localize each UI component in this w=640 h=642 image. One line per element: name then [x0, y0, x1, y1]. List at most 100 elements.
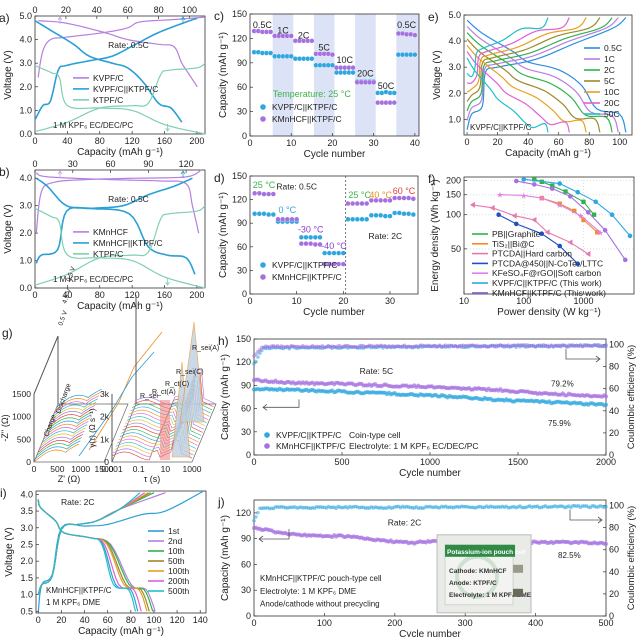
data-point [252, 191, 257, 196]
y-axis-label: γ(τ) (Ω s⁻¹) [88, 408, 97, 447]
x-tick-label: 0 [247, 296, 252, 306]
data-point [581, 200, 585, 204]
data-point: ★ [597, 228, 604, 237]
charge-curve [467, 18, 586, 93]
data-point [266, 192, 271, 197]
y-axis-label: Voltage (V) [3, 204, 14, 253]
legend-label: PB||Graphite [492, 229, 541, 239]
y-tick-label: 60 [241, 404, 251, 414]
panel-label: g) [2, 326, 13, 340]
data-point [341, 262, 346, 267]
cell-annotation: KVPF/C||KTPF/C [470, 123, 532, 132]
top-x-tick-label: 40 [92, 5, 102, 15]
data-point: ★ [556, 201, 563, 210]
y-axis-label: -Z'' (Ω) [0, 414, 10, 441]
temperature-label: -40 °C [321, 241, 347, 251]
ce-point [604, 505, 608, 509]
legend-marker [264, 432, 270, 438]
legend-label: 2nd [168, 536, 182, 546]
y-tick-label: 90 [237, 218, 247, 228]
data-point [402, 196, 407, 201]
x-tick-label: 160 [157, 136, 172, 146]
legend-label: KVPF/C||KTPF/C [93, 84, 158, 94]
y-tick-label: 1.0 [20, 590, 33, 600]
x-tick-label: 0 [32, 464, 37, 474]
legend-label: 50th [168, 556, 185, 566]
data-point [514, 222, 519, 227]
x-tick-label: 10 [161, 464, 171, 474]
legend-label: 1st [168, 526, 180, 536]
data-point: ★ [577, 212, 584, 221]
panel-label: c) [214, 9, 224, 23]
tab-terminal [513, 589, 523, 597]
x-tick-label: 100 [612, 137, 627, 147]
data-point: ★ [538, 194, 545, 203]
top-x-tick-label: 30 [68, 159, 78, 169]
y-tick-label: 50 [451, 244, 461, 254]
top-x-tick-label: 0 [32, 159, 37, 169]
top-x-tick-label: 60 [123, 5, 133, 15]
y-axis-label: Capacity (mAh g⁻¹) [218, 192, 229, 278]
data-point [550, 186, 555, 191]
x-tick-label: 100 [317, 618, 332, 628]
data-point [330, 52, 335, 57]
rate-annotation: Rate: 2C [61, 497, 95, 507]
data-point [257, 191, 262, 196]
y-tick-label: 0 [104, 457, 109, 467]
top-x-tick-label: 100 [182, 5, 197, 15]
data-point [313, 242, 318, 247]
rate-label: 1C [277, 26, 289, 36]
y-tick-label: 150 [236, 334, 251, 344]
x-tick-label: 0 [251, 457, 256, 467]
legend-label: 200th [168, 576, 190, 586]
top-x-tick-label: 90 [143, 159, 153, 169]
data-point [351, 65, 356, 70]
data-point [318, 235, 323, 240]
data-point [371, 80, 376, 85]
discharge-curve [467, 20, 626, 132]
y-tick-label: 0.0 [19, 129, 32, 139]
legend-label: KMnHCF||KTPF/C [272, 272, 342, 282]
peak-label: R_sei(C) [176, 369, 204, 376]
legend-label: 1C [604, 54, 615, 64]
legend-label: KMnHCF||KTPF/C [272, 114, 342, 124]
x-tick-label: 100 [146, 615, 161, 625]
data-point [330, 63, 335, 68]
legend-marker [260, 262, 266, 268]
data-point [593, 199, 598, 204]
data-point [411, 212, 416, 217]
arrow-icon [58, 171, 62, 178]
x-tick-label: 120 [125, 290, 140, 300]
y-tick-label: 60 [237, 82, 247, 92]
data-point [299, 235, 304, 240]
x-axis-label: Cycle number [304, 149, 366, 160]
panel-b: 0 40 80 120 160 2000.01.02.03.04.0Capacity (m… [0, 159, 205, 312]
x-tick-label: 20 [338, 296, 348, 306]
retention-annotation: 82.5% [558, 551, 581, 560]
x-tick-label: 20 [327, 138, 337, 148]
y-tick-label: 1.0 [19, 105, 32, 115]
highlight-band [160, 400, 170, 460]
legend-label: KMnHCF||KTPF/C [93, 238, 163, 248]
y2-tick-label: 20 [609, 428, 619, 438]
data-point [309, 38, 314, 43]
data-point [262, 211, 267, 216]
data-point [392, 90, 397, 95]
data-point [268, 29, 273, 34]
data-point [392, 100, 397, 105]
y-tick-label: 1.0 [19, 256, 32, 266]
legend-marker [264, 443, 270, 449]
y-tick-label: 4.0 [20, 489, 33, 499]
x-tick-label: 80 [126, 615, 136, 625]
temperature-label: 60 °C [393, 186, 416, 196]
panel-label: d) [214, 171, 225, 185]
y-tick-label: 2.0 [20, 556, 33, 566]
precycling-annotation: Anode/cathode without precycling [260, 600, 380, 609]
legend-label: 50C [604, 109, 620, 119]
charge-curve [38, 493, 140, 595]
ce-point [252, 519, 256, 523]
y-tick-label: 90 [237, 58, 247, 68]
depth-label: 0.5 V [57, 309, 69, 326]
data-point [364, 217, 369, 222]
data-point [355, 217, 360, 222]
